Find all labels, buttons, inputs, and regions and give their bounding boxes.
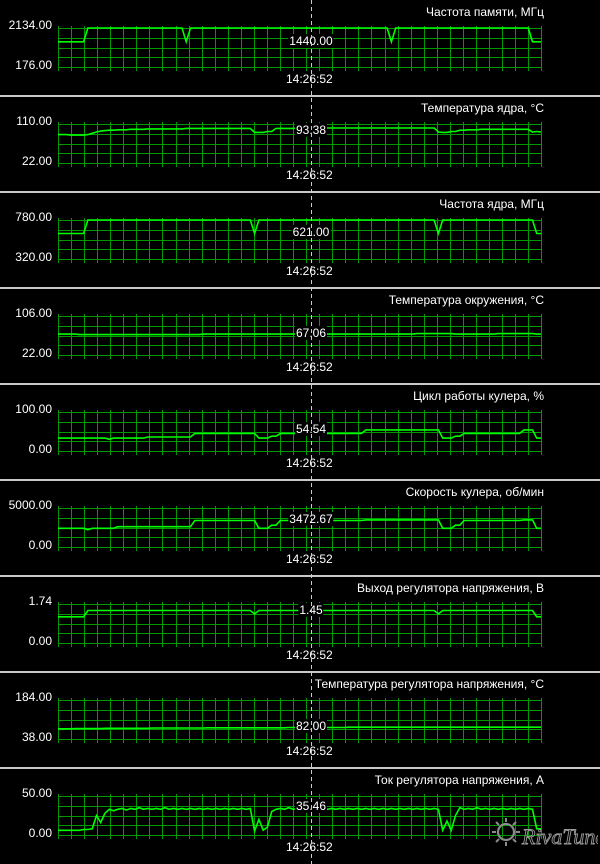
graph-ymax-label: 1.74 bbox=[28, 594, 52, 608]
graph-ymax-label: 110.00 bbox=[16, 114, 52, 128]
graph-cursor-time: 14:26:52 bbox=[286, 168, 333, 182]
graph-ymin-label: 0.00 bbox=[28, 442, 52, 456]
graph-ymin-label: 320.00 bbox=[15, 250, 52, 264]
graph-ymax-label: 184.00 bbox=[15, 690, 52, 704]
graph-panel[interactable]: Температура регулятора напряжения, °C 184… bbox=[0, 673, 600, 767]
graph-ymin-label: 0.00 bbox=[28, 538, 52, 552]
graph-panel[interactable]: Температура ядра, °C 110.00 22.00 93.38 14:2… bbox=[0, 97, 600, 191]
svg-text:RivaTuner: RivaTuner bbox=[521, 824, 598, 849]
panel-separator bbox=[0, 287, 600, 289]
graph-ymin-label: 38.00 bbox=[21, 730, 52, 744]
graph-current-value: 1.45 bbox=[298, 602, 324, 617]
panel-separator bbox=[0, 479, 600, 481]
graph-cursor-time: 14:26:52 bbox=[286, 360, 333, 374]
graph-title: Температура ядра, °C bbox=[421, 101, 544, 115]
graph-title: Температура окружения, °C bbox=[388, 293, 544, 307]
graph-current-value: 621.00 bbox=[291, 225, 331, 240]
graph-ymax-label: 5000.00 bbox=[8, 498, 52, 512]
graph-panel[interactable]: Цикл работы кулера, % 100.00 0.00 54.54 14:2… bbox=[0, 385, 600, 479]
graph-panel[interactable]: Выход регулятора напряжения, В 1.74 0.00 1.… bbox=[0, 577, 600, 671]
graph-current-value: 82.00 bbox=[294, 719, 328, 734]
graph-title: Скорость кулера, об/мин bbox=[405, 485, 544, 499]
graph-ymin-label: 0.00 bbox=[28, 634, 52, 648]
graph-plot[interactable] bbox=[0, 1, 600, 95]
graph-title: Температура регулятора напряжения, °C bbox=[314, 677, 544, 691]
graph-cursor-time: 14:26:52 bbox=[286, 840, 333, 854]
graph-current-value: 1440.00 bbox=[288, 33, 334, 48]
graph-title: Частота памяти, МГц bbox=[426, 5, 544, 19]
graph-panel[interactable]: Ток регулятора напряжения, А 50.00 0.00 35.… bbox=[0, 769, 600, 863]
graph-line bbox=[58, 219, 541, 237]
graph-current-value: 3472.67 bbox=[288, 511, 334, 526]
graph-ymax-label: 2134.00 bbox=[8, 18, 52, 32]
graph-cursor-time: 14:26:52 bbox=[286, 744, 333, 758]
panel-separator bbox=[0, 383, 600, 385]
graph-ymax-label: 100.00 bbox=[15, 402, 52, 416]
panel-separator bbox=[0, 767, 600, 769]
graph-plot[interactable] bbox=[0, 577, 600, 671]
graph-cursor-time: 14:26:52 bbox=[286, 264, 333, 278]
graph-ymin-label: 22.00 bbox=[21, 346, 52, 360]
graph-panel[interactable]: Скорость кулера, об/мин 5000.00 0.00 3472.6… bbox=[0, 481, 600, 575]
graph-current-value: 54.54 bbox=[294, 421, 328, 436]
panel-separator bbox=[0, 671, 600, 673]
graph-plot[interactable] bbox=[0, 193, 600, 287]
graph-cursor-time: 14:26:52 bbox=[286, 552, 333, 566]
graph-title: Цикл работы кулера, % bbox=[413, 389, 544, 403]
graph-current-value: 67.06 bbox=[294, 326, 328, 341]
graph-panel[interactable]: Частота памяти, МГц 2134.00 176.00 1440.00 1… bbox=[0, 1, 600, 95]
graph-current-value: 35.46 bbox=[294, 799, 328, 814]
graph-ymax-label: 106.00 bbox=[15, 306, 52, 320]
graph-title: Выход регулятора напряжения, В bbox=[357, 581, 544, 595]
graph-panel[interactable]: Температура окружения, °C 106.00 22.00 67.0… bbox=[0, 289, 600, 383]
graph-current-value: 93.38 bbox=[294, 123, 328, 138]
graph-ymax-label: 780.00 bbox=[15, 210, 52, 224]
graph-ymin-label: 176.00 bbox=[15, 58, 52, 72]
rivatuner-logo: RivaTuner bbox=[492, 818, 598, 849]
graph-ymin-label: 0.00 bbox=[28, 826, 52, 840]
graph-ymin-label: 22.00 bbox=[21, 154, 52, 168]
graph-title: Частота ядра, МГц bbox=[439, 197, 544, 211]
graph-title: Ток регулятора напряжения, А bbox=[374, 773, 544, 787]
graph-ymax-label: 50.00 bbox=[21, 786, 52, 800]
graph-line bbox=[58, 27, 541, 45]
graph-panel[interactable]: Частота ядра, МГц 780.00 320.00 621.00 14:26… bbox=[0, 193, 600, 287]
panel-separator bbox=[0, 575, 600, 577]
graph-cursor-time: 14:26:52 bbox=[286, 456, 333, 470]
panel-separator bbox=[0, 95, 600, 97]
panel-separator bbox=[0, 191, 600, 193]
graph-cursor-time: 14:26:52 bbox=[286, 72, 333, 86]
graph-cursor-time: 14:26:52 bbox=[286, 648, 333, 662]
